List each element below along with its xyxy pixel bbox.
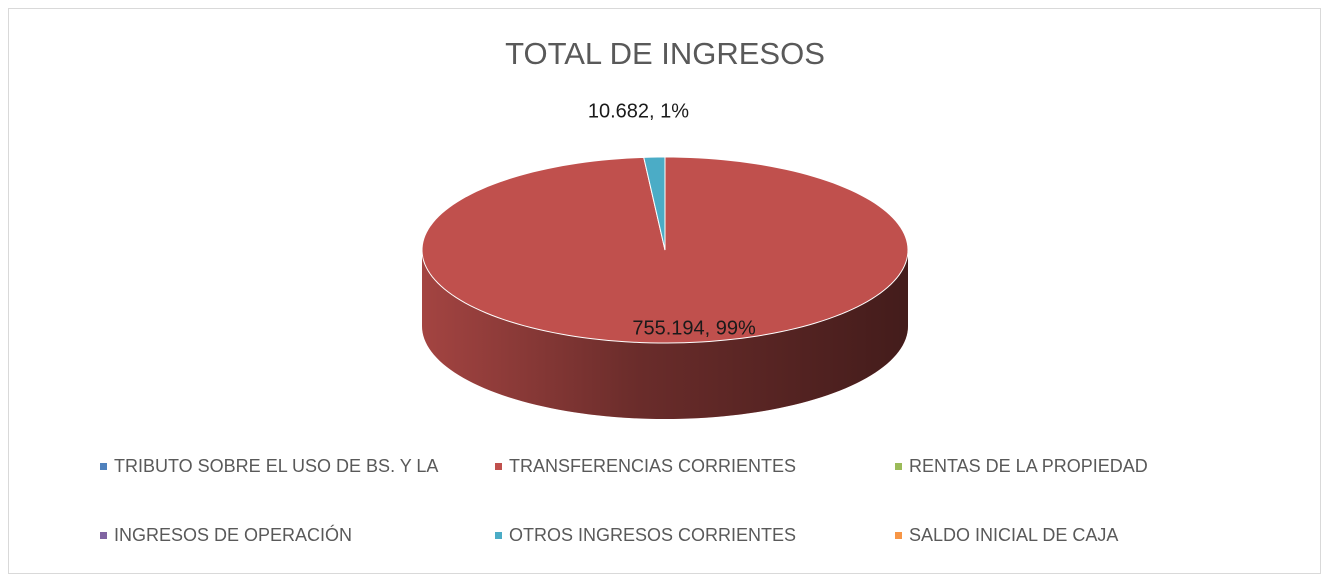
legend-label: SALDO INICIAL DE CAJA <box>909 525 1118 545</box>
legend-swatch <box>100 532 107 539</box>
legend-swatch <box>495 463 502 470</box>
legend-label: OTROS INGRESOS CORRIENTES <box>509 525 796 545</box>
legend-label: TRIBUTO SOBRE EL USO DE BS. Y LA <box>114 456 438 476</box>
legend-swatch <box>495 532 502 539</box>
slice-side-shade <box>422 250 908 419</box>
legend-swatch <box>100 463 107 470</box>
legend-swatch <box>895 463 902 470</box>
legend-swatch <box>895 532 902 539</box>
chart-title: TOTAL DE INGRESOS <box>505 36 825 71</box>
data-label: 10.682, 1% <box>588 100 689 122</box>
legend-label: TRANSFERENCIAS CORRIENTES <box>509 456 796 476</box>
legend-label: RENTAS DE LA PROPIEDAD <box>909 456 1148 476</box>
data-label: 755.194, 99% <box>632 317 756 339</box>
legend-label: INGRESOS DE OPERACIÓN <box>114 524 352 545</box>
slice <box>643 156 666 251</box>
